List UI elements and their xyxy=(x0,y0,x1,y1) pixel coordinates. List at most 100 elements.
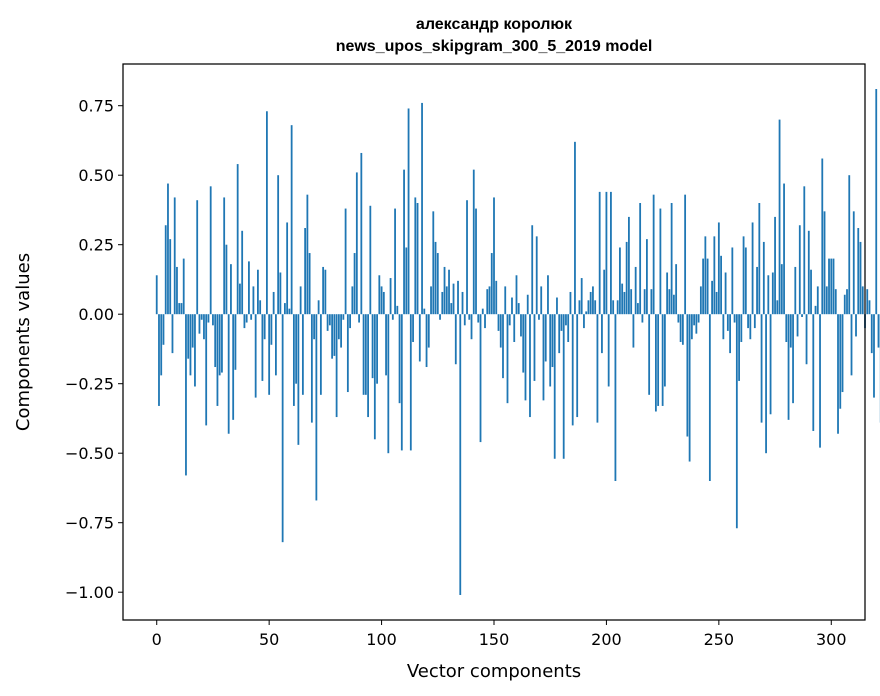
bar-51 xyxy=(270,314,273,345)
bar-306 xyxy=(843,294,846,315)
bar-179 xyxy=(558,314,561,354)
bar-45 xyxy=(257,269,259,315)
bar-193 xyxy=(589,291,592,315)
bar-237 xyxy=(688,314,691,462)
bar-52 xyxy=(272,291,275,315)
bar-21 xyxy=(203,314,205,340)
bar-198 xyxy=(601,314,603,354)
bar-60 xyxy=(290,125,293,315)
bar-230 xyxy=(672,294,675,315)
bar-208 xyxy=(623,291,626,315)
bar-15 xyxy=(189,314,192,376)
bar-248 xyxy=(713,236,716,315)
bar-155 xyxy=(504,286,507,315)
bar-313 xyxy=(859,241,862,315)
bar-250 xyxy=(717,222,720,315)
bar-83 xyxy=(342,314,345,320)
x-tick-label: 100 xyxy=(366,630,397,649)
bar-209 xyxy=(625,241,628,315)
bar-109 xyxy=(400,314,403,451)
bar-16 xyxy=(191,314,194,348)
bar-114 xyxy=(412,314,414,342)
bar-89 xyxy=(355,172,358,315)
bar-183 xyxy=(567,314,570,342)
bar-216 xyxy=(641,314,644,323)
bar-206 xyxy=(619,247,621,315)
bar-156 xyxy=(506,314,509,404)
chart-title: александр королюк xyxy=(416,16,573,33)
bar-253 xyxy=(724,272,727,315)
bar-70 xyxy=(313,314,316,340)
bar-249 xyxy=(715,291,718,315)
bar-4 xyxy=(164,225,167,315)
bar-212 xyxy=(632,314,635,348)
bar-144 xyxy=(479,314,482,443)
bar-50 xyxy=(268,314,271,395)
bar-131 xyxy=(450,303,453,315)
bar-225 xyxy=(661,314,664,406)
bar-256 xyxy=(731,247,734,315)
bar-266 xyxy=(753,314,756,329)
bar-31 xyxy=(225,244,228,315)
bar-261 xyxy=(742,236,745,315)
bar-163 xyxy=(522,314,525,373)
bar-66 xyxy=(304,228,307,315)
bar-93 xyxy=(364,314,367,395)
bar-264 xyxy=(749,314,752,340)
y-tick-label: −1.00 xyxy=(65,583,114,602)
bar-241 xyxy=(697,314,700,323)
bar-304 xyxy=(839,314,842,409)
bar-214 xyxy=(637,303,639,315)
bar-161 xyxy=(517,303,520,315)
bar-38 xyxy=(241,230,244,315)
bar-213 xyxy=(634,266,637,315)
bar-289 xyxy=(805,314,808,365)
bar-224 xyxy=(659,208,662,315)
bar-107 xyxy=(396,305,399,315)
bar-236 xyxy=(686,314,689,437)
bar-168 xyxy=(533,314,536,381)
bar-284 xyxy=(794,266,797,315)
bar-142 xyxy=(475,208,477,315)
bar-56 xyxy=(281,314,284,543)
bar-5 xyxy=(167,183,169,315)
bar-247 xyxy=(711,280,713,315)
bar-13 xyxy=(185,314,187,476)
bar-132 xyxy=(452,283,455,315)
bar-2 xyxy=(160,314,163,376)
bar-176 xyxy=(551,314,554,368)
bar-314 xyxy=(861,286,864,315)
bar-254 xyxy=(726,314,729,331)
bar-240 xyxy=(695,314,698,334)
x-tick-label: 250 xyxy=(704,630,735,649)
bar-252 xyxy=(722,314,725,340)
bar-54 xyxy=(277,175,280,315)
bar-239 xyxy=(693,314,696,326)
bar-243 xyxy=(702,258,705,315)
plot-frame xyxy=(122,63,866,621)
bar-218 xyxy=(646,239,648,315)
bar-260 xyxy=(740,314,743,342)
bar-74 xyxy=(322,266,325,315)
bar-124 xyxy=(434,241,437,315)
bar-234 xyxy=(681,314,684,345)
bar-78 xyxy=(331,314,334,359)
bar-3 xyxy=(162,314,165,345)
bar-73 xyxy=(319,314,322,395)
bar-126 xyxy=(439,314,441,320)
bar-141 xyxy=(472,169,475,315)
bar-40 xyxy=(245,314,248,323)
bar-290 xyxy=(807,230,810,315)
bar-321 xyxy=(877,314,880,348)
y-tick-label: −0.75 xyxy=(65,514,114,533)
bar-86 xyxy=(349,314,351,329)
bar-123 xyxy=(432,211,435,315)
bar-235 xyxy=(684,194,687,315)
bar-112 xyxy=(407,108,410,315)
bar-6 xyxy=(169,239,172,315)
bar-104 xyxy=(389,278,392,315)
bar-271 xyxy=(765,314,767,454)
bar-63 xyxy=(297,314,300,445)
bar-301 xyxy=(832,258,835,315)
bar-106 xyxy=(394,208,396,315)
